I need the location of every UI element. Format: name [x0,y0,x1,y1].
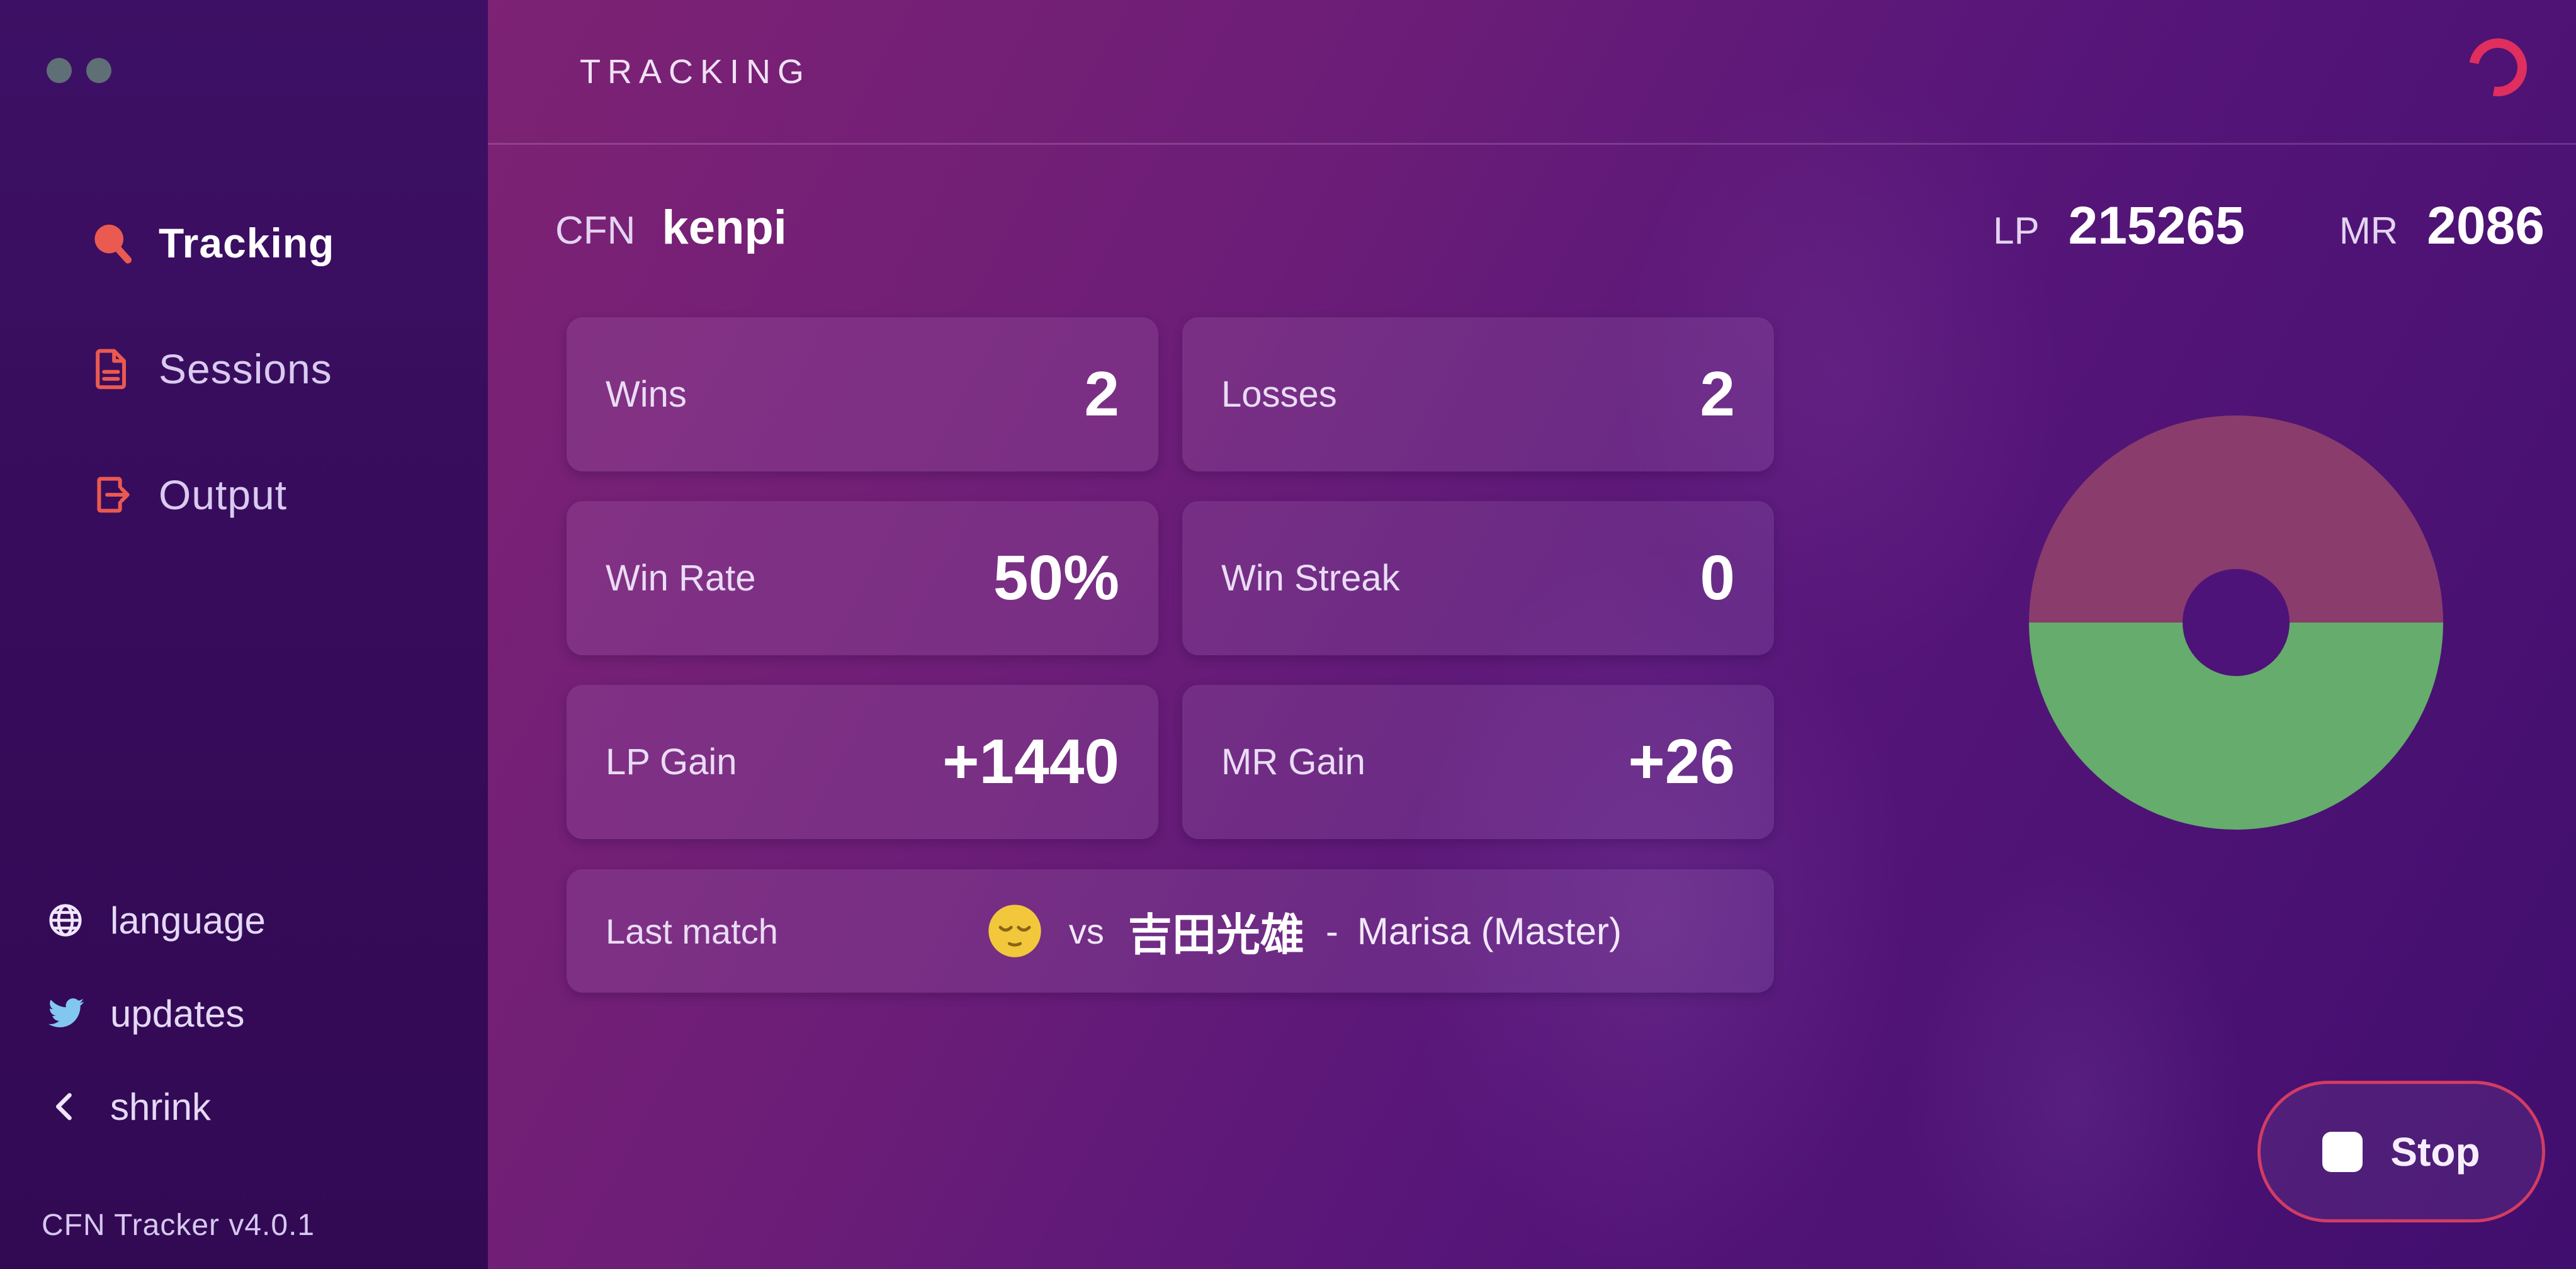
sidebar-item-shrink[interactable]: shrink [0,1060,488,1153]
separator: - [1325,910,1338,952]
lp-value: 215265 [2068,196,2245,255]
sidebar-item-sessions[interactable]: Sessions [0,306,488,432]
sidebar-item-label: Sessions [159,346,332,392]
opponent-name: 吉田光雄 [1127,910,1304,959]
stat-label: Losses [1221,374,1337,415]
win-loss-donut-chart [2029,415,2443,830]
stop-button-label: Stop [2390,1129,2480,1175]
sidebar-item-output[interactable]: Output [0,432,488,558]
page-title: TRACKING [580,52,811,91]
last-match-label: Last match [606,911,778,951]
stat-value: +1440 [942,726,1119,797]
stat-card-lp-gain: LP Gain +1440 [567,685,1158,839]
sidebar-item-updates[interactable]: updates [0,967,488,1060]
magnifier-icon [88,219,136,267]
stat-label: LP Gain [606,742,737,782]
chevron-left-icon [46,1087,85,1126]
stat-card-losses: Losses 2 [1182,317,1774,471]
sidebar-nav: Tracking Sessions [0,180,488,558]
cfn-label: CFN [555,209,636,252]
stat-card-win-streak: Win Streak 0 [1182,501,1774,655]
sidebar-item-label: shrink [110,1085,212,1128]
twitter-icon [46,994,85,1033]
stat-card-wins: Wins 2 [567,317,1158,471]
stat-label: MR Gain [1221,742,1365,782]
opponent-character: Marisa (Master) [1357,910,1622,952]
document-icon [88,345,136,393]
sidebar: Tracking Sessions [0,0,488,1269]
window-dot-2[interactable] [86,58,111,83]
vs-label: vs [1068,911,1104,951]
app-version: CFN Tracker v4.0.1 [42,1209,315,1242]
stat-value: 2 [1084,359,1119,429]
stat-label: Win Streak [1221,558,1400,599]
last-match-card: Last match vs 吉田光雄 - Marisa (Master) [567,869,1774,993]
cfn-name: kenpi [662,201,787,254]
globe-icon [46,901,85,940]
mr-value: 2086 [2427,196,2545,255]
loading-spinner-icon [2457,26,2539,108]
lp-label: LP [1993,210,2040,252]
mr-label: MR [2339,210,2398,252]
pensive-face-icon [986,902,1044,960]
stat-label: Win Rate [606,558,756,599]
main-panel: TRACKING CFN kenpi LP 215265 MR 2086 Win… [488,0,2576,1269]
header: TRACKING [488,0,2576,145]
sidebar-item-label: Tracking [159,220,335,266]
stat-value: 50% [993,543,1119,613]
sidebar-item-language[interactable]: language [0,874,488,967]
stat-value: +26 [1628,726,1735,797]
profile-row: CFN kenpi LP 215265 MR 2086 [555,195,2545,256]
sidebar-item-label: updates [110,992,245,1035]
stat-card-mr-gain: MR Gain +26 [1182,685,1774,839]
sidebar-item-tracking[interactable]: Tracking [0,180,488,306]
window-controls [47,58,111,83]
stop-button[interactable]: Stop [2257,1081,2545,1222]
sidebar-item-label: language [110,899,266,942]
stat-label: Wins [606,374,687,415]
window-dot-1[interactable] [47,58,72,83]
sidebar-item-label: Output [159,471,288,518]
tracking-content: CFN kenpi LP 215265 MR 2086 Wins 2 Losse… [488,145,2576,1269]
sidebar-footer: language updates shrink [0,874,488,1153]
stat-card-win-rate: Win Rate 50% [567,501,1158,655]
stat-value: 0 [1700,543,1735,613]
stats-grid: Wins 2 Losses 2 Win Rate 50% Win Streak … [567,317,1774,839]
donut-hole [2183,569,2290,676]
export-icon [88,471,136,519]
stop-square-icon [2322,1131,2363,1172]
stat-value: 2 [1700,359,1735,429]
